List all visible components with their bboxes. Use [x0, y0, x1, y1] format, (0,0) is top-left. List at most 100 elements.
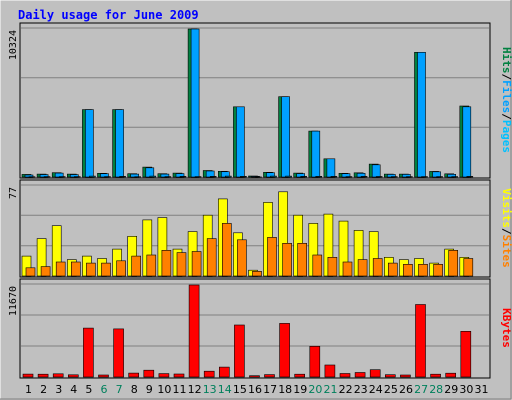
chart-title: Daily usage for June 2009 — [18, 8, 199, 22]
bar-kbytes — [279, 323, 290, 378]
bar-files — [115, 109, 124, 178]
bar-kbytes — [369, 369, 381, 378]
x-tick-label: 13 — [203, 383, 217, 396]
bar-kbytes — [294, 373, 306, 378]
bar-files — [462, 106, 472, 178]
bar-kbytes — [128, 372, 139, 378]
legend-separator: / — [500, 74, 512, 81]
bar-sites — [342, 261, 353, 277]
bar-sites — [297, 243, 308, 277]
bar-sites — [146, 254, 157, 277]
bar-kbytes — [354, 372, 366, 378]
bar-sites — [161, 250, 172, 277]
x-tick-label: 26 — [399, 383, 413, 396]
x-tick-label: 8 — [131, 383, 138, 396]
bar-pages — [179, 176, 187, 178]
bar-kbytes — [158, 373, 170, 378]
bar-files — [417, 51, 426, 178]
legend-separator: / — [500, 228, 512, 235]
bar-sites — [101, 262, 111, 277]
bar-kbytes — [445, 372, 457, 378]
bar-sites — [206, 238, 217, 277]
x-tick-label: 6 — [101, 383, 108, 396]
bar-kbytes — [52, 373, 64, 378]
x-tick-label: 31 — [475, 383, 489, 396]
bar-files — [236, 106, 245, 178]
bar-kbytes — [324, 364, 336, 378]
bar-sites — [312, 254, 323, 277]
x-tick-label: 24 — [369, 383, 383, 396]
x-tick-label: 18 — [278, 383, 292, 396]
x-tick-label: 20 — [308, 383, 322, 396]
bar-sites — [418, 263, 428, 277]
bar-pages — [149, 175, 157, 178]
bar-sites — [463, 258, 474, 277]
bar-sites — [25, 267, 36, 277]
x-tick-label: 22 — [339, 383, 353, 396]
x-tick-label: 10 — [157, 383, 171, 396]
legend-hits: Hits — [500, 47, 512, 74]
bar-sites — [327, 256, 338, 277]
bar-kbytes — [188, 284, 200, 378]
x-tick-label: 12 — [188, 383, 202, 396]
bar-sites — [267, 237, 277, 277]
bar-kbytes — [219, 366, 230, 378]
x-tick-label: 23 — [354, 383, 368, 396]
bar-files — [371, 164, 381, 178]
bar-kbytes — [234, 324, 245, 378]
x-tick-label: 15 — [233, 383, 247, 396]
bar-kbytes — [98, 374, 109, 378]
bar-files — [190, 28, 200, 178]
legend-sites: Sites — [500, 235, 512, 268]
x-tick-label: 16 — [248, 383, 262, 396]
bar-kbytes — [430, 373, 441, 378]
bar-files — [85, 109, 94, 178]
bar-sites — [131, 255, 141, 277]
bar-sites — [433, 263, 443, 277]
bar-kbytes — [113, 328, 124, 378]
bar-kbytes — [22, 373, 34, 378]
bar-files — [145, 167, 155, 178]
bars — [21, 28, 474, 378]
bar-sites — [252, 270, 262, 277]
bar-sites — [116, 260, 126, 277]
x-tick-label: 19 — [293, 383, 307, 396]
y-max-label: 10324 — [8, 30, 19, 60]
bar-sites — [387, 262, 398, 277]
legend-panel-1: Hits/Files/Pages — [500, 47, 512, 153]
legend-kbytes: KBytes — [500, 308, 512, 348]
bar-pages — [240, 176, 247, 178]
bar-pages — [270, 175, 277, 178]
bottom-panel-frame — [19, 278, 491, 379]
bar-pages — [285, 175, 292, 178]
bar-kbytes — [203, 370, 215, 378]
bar-kbytes — [264, 374, 275, 378]
x-tick-label: 3 — [55, 383, 62, 396]
x-tick-label: 21 — [324, 383, 338, 396]
x-tick-label: 25 — [384, 383, 398, 396]
legend-files: Files — [500, 80, 512, 113]
bar-sites — [403, 263, 413, 277]
x-tick-label: 7 — [116, 383, 123, 396]
x-tick-label: 5 — [85, 383, 92, 396]
x-tick-label: 2 — [40, 383, 47, 396]
grid-lines — [21, 27, 489, 347]
bar-pages — [360, 176, 368, 178]
y-max-label: 77 — [8, 187, 19, 199]
bar-sites — [191, 251, 202, 277]
x-tick-label: 17 — [263, 383, 277, 396]
bar-files — [311, 130, 321, 178]
bar-kbytes — [339, 373, 351, 378]
bar-sites — [40, 266, 51, 277]
bar-sites — [448, 250, 459, 277]
legend-panel-2: Visits/Sites — [500, 188, 512, 268]
bar-sites — [86, 262, 96, 277]
bar-kbytes — [384, 374, 396, 378]
x-tick-label: 1 — [25, 383, 32, 396]
x-tick-label: 14 — [218, 383, 232, 396]
legend-visits: Visits — [500, 188, 512, 228]
bar-files — [281, 96, 290, 178]
bar-kbytes — [173, 373, 185, 378]
